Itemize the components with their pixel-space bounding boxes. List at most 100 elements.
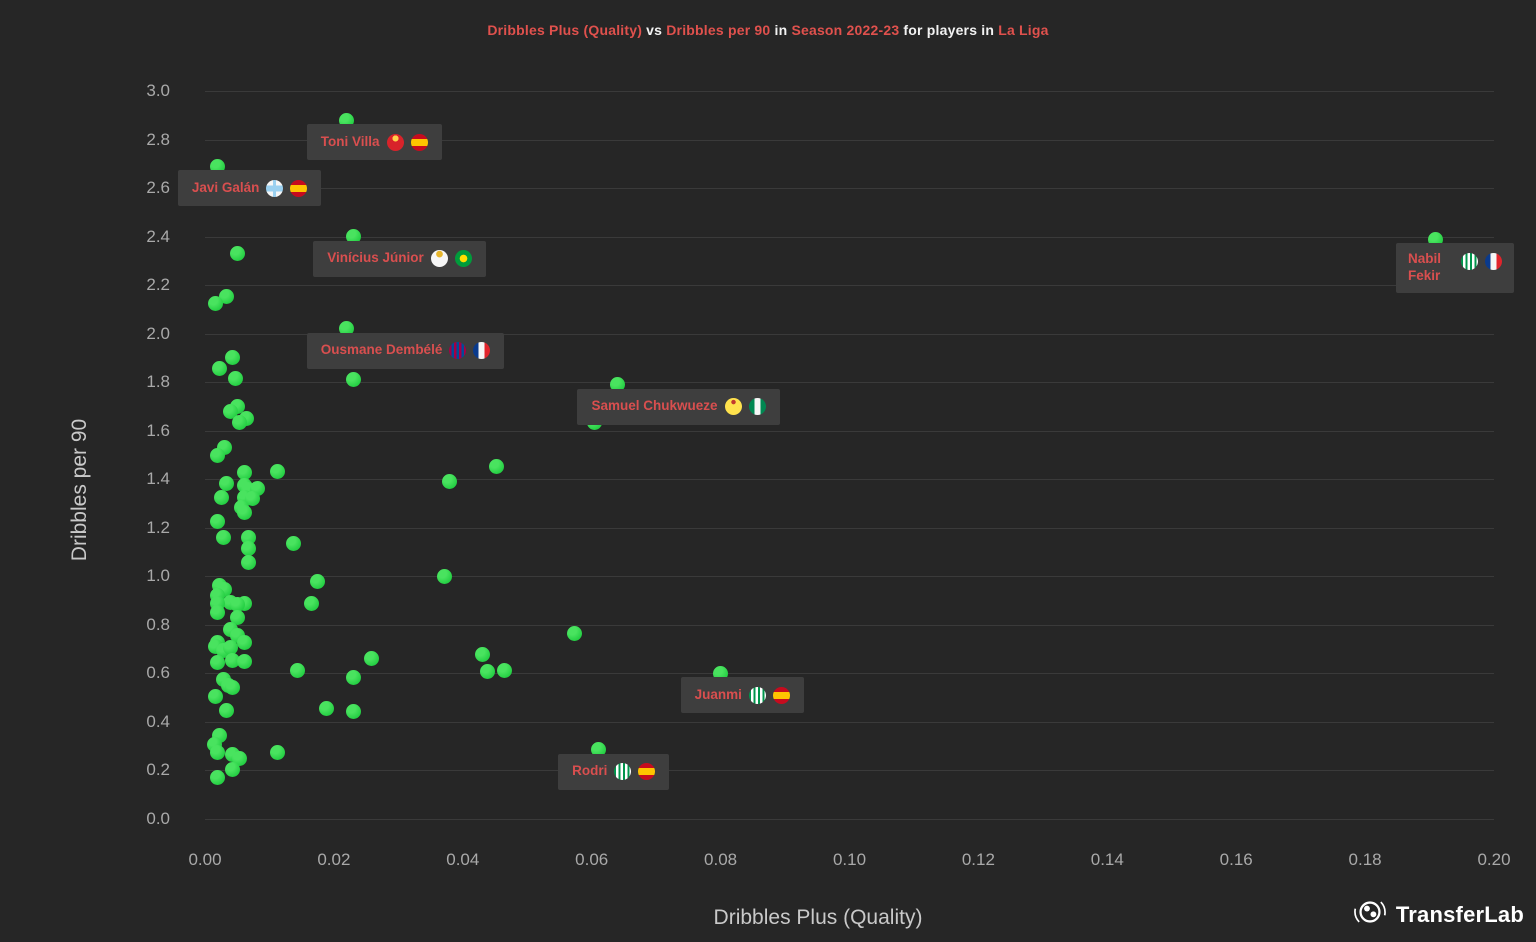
- x-tick-label: 0.06: [575, 850, 609, 869]
- data-point[interactable]: [222, 640, 238, 656]
- data-point[interactable]: [364, 650, 380, 666]
- data-point[interactable]: [210, 655, 226, 671]
- data-point[interactable]: [219, 702, 235, 718]
- player-label-rodri[interactable]: Rodri: [558, 753, 670, 790]
- data-point[interactable]: [236, 504, 252, 520]
- data-point[interactable]: [345, 703, 361, 719]
- y-axis-title: Dribbles per 90: [68, 418, 91, 562]
- data-point[interactable]: [286, 535, 302, 551]
- player-name: Juanmi: [694, 686, 742, 702]
- data-point[interactable]: [222, 403, 238, 419]
- data-point[interactable]: [229, 597, 245, 613]
- title-segment: Dribbles Plus (Quality): [487, 22, 643, 38]
- gridline: [205, 673, 1494, 675]
- nation-flag-icon: [1484, 253, 1502, 271]
- gridline: [205, 285, 1494, 287]
- data-point[interactable]: [567, 625, 583, 641]
- gridline: [205, 139, 1494, 141]
- player-label-javi-galan[interactable]: Javi Galán: [177, 170, 322, 207]
- data-point[interactable]: [240, 541, 256, 557]
- data-point[interactable]: [230, 246, 246, 262]
- player-label-toni-villa[interactable]: Toni Villa: [306, 124, 442, 161]
- data-point[interactable]: [228, 370, 244, 386]
- gridline: [205, 333, 1494, 335]
- data-point[interactable]: [224, 680, 240, 696]
- y-tick-label: 3.0: [146, 81, 170, 100]
- data-point[interactable]: [441, 474, 457, 490]
- data-point[interactable]: [245, 491, 261, 507]
- data-point[interactable]: [237, 654, 253, 670]
- data-point[interactable]: [232, 750, 248, 766]
- data-point[interactable]: [590, 742, 606, 758]
- data-point[interactable]: [269, 744, 285, 760]
- data-point[interactable]: [345, 229, 361, 245]
- data-point[interactable]: [219, 476, 235, 492]
- data-point[interactable]: [436, 568, 452, 584]
- y-tick-label: 1.4: [146, 469, 170, 489]
- data-point[interactable]: [339, 112, 355, 128]
- x-tick-label: 0.12: [961, 850, 995, 869]
- data-point[interactable]: [241, 554, 257, 570]
- player-label-juanmi[interactable]: Juanmi: [680, 677, 804, 714]
- data-point[interactable]: [339, 321, 355, 337]
- data-point[interactable]: [237, 634, 253, 650]
- x-tick-label: 0.16: [1219, 850, 1253, 869]
- data-point[interactable]: [304, 595, 320, 611]
- data-point[interactable]: [269, 463, 285, 479]
- data-point[interactable]: [310, 574, 326, 590]
- title-segment: in: [770, 22, 792, 38]
- nation-flag-icon: [290, 179, 308, 197]
- data-point[interactable]: [230, 609, 246, 625]
- data-point[interactable]: [224, 652, 240, 668]
- y-tick-label: 2.8: [146, 129, 170, 149]
- data-point[interactable]: [713, 665, 729, 681]
- data-point[interactable]: [345, 669, 361, 685]
- data-point[interactable]: [290, 662, 306, 678]
- x-axis-title: Dribbles Plus (Quality): [713, 906, 923, 929]
- data-point[interactable]: [237, 465, 253, 481]
- data-point[interactable]: [209, 745, 225, 761]
- data-point[interactable]: [207, 689, 223, 705]
- data-point[interactable]: [225, 350, 241, 366]
- data-point[interactable]: [214, 490, 230, 506]
- y-tick-label: 0.8: [146, 614, 170, 634]
- data-point[interactable]: [240, 529, 256, 545]
- football-icon: [1353, 895, 1387, 934]
- transferlab-logo: TransferLab: [1353, 895, 1524, 934]
- player-label-vinicius-junior[interactable]: Vinícius Júnior: [313, 240, 486, 277]
- x-tick-label: 0.14: [1090, 850, 1124, 869]
- player-name: Rodri: [572, 763, 608, 779]
- y-tick-label: 0.2: [146, 760, 170, 780]
- data-point[interactable]: [209, 769, 225, 785]
- data-point[interactable]: [479, 664, 495, 680]
- data-point[interactable]: [210, 448, 226, 464]
- logo-text: TransferLab: [1395, 901, 1524, 927]
- club-badge-icon: [449, 342, 467, 360]
- data-point[interactable]: [489, 459, 505, 475]
- data-point[interactable]: [212, 360, 228, 376]
- data-point[interactable]: [318, 700, 334, 716]
- data-point[interactable]: [218, 288, 234, 304]
- data-point[interactable]: [210, 158, 226, 174]
- gridline: [205, 770, 1494, 772]
- data-point[interactable]: [208, 295, 224, 311]
- player-label-samuel-chukwueze[interactable]: Samuel Chukwueze: [577, 388, 780, 425]
- player-name: Toni Villa: [320, 133, 380, 149]
- player-label-nabil-fekir[interactable]: Nabil Fekir: [1395, 243, 1514, 293]
- gridline: [205, 721, 1494, 723]
- data-point[interactable]: [497, 663, 513, 679]
- nation-flag-icon: [772, 686, 790, 704]
- data-point[interactable]: [224, 762, 240, 778]
- data-point[interactable]: [345, 371, 361, 387]
- data-point[interactable]: [210, 514, 226, 530]
- player-label-ousmane-dembele[interactable]: Ousmane Dembélé: [306, 332, 505, 369]
- data-point[interactable]: [216, 530, 232, 546]
- data-point[interactable]: [609, 377, 625, 393]
- data-point[interactable]: [210, 605, 226, 621]
- player-name: Vinícius Júnior: [327, 250, 424, 266]
- plot-area: Toni Villa Javi Galán Vinícius Júnior Nabil…: [177, 91, 1514, 820]
- data-point[interactable]: [475, 647, 491, 663]
- data-point[interactable]: [1428, 231, 1444, 247]
- data-point[interactable]: [231, 415, 247, 431]
- title-segment: Season 2022-23: [791, 22, 900, 38]
